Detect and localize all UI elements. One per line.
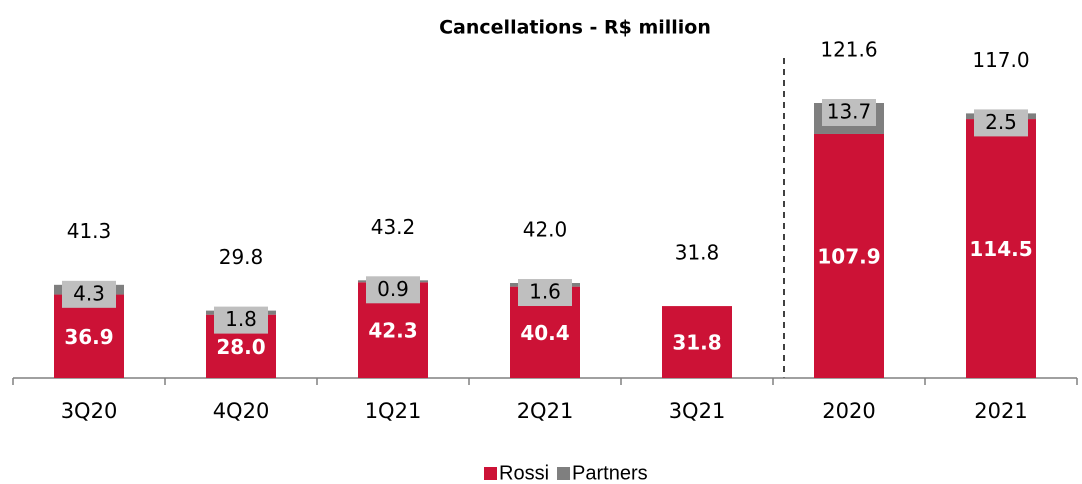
total-label: 29.8 — [219, 245, 264, 269]
value-label: 42.3 — [368, 319, 417, 343]
value-label: 1.6 — [529, 280, 561, 304]
label-box — [974, 109, 1028, 137]
x-tick-label: 4Q20 — [213, 399, 270, 423]
value-label: 31.8 — [672, 331, 721, 355]
legend-label: Partners — [572, 462, 648, 484]
bar-segment — [966, 119, 1036, 379]
value-label: 1.8 — [225, 307, 257, 331]
x-tick-label: 3Q21 — [669, 399, 726, 423]
value-label: 40.4 — [520, 321, 569, 345]
value-label: 36.9 — [64, 325, 113, 349]
value-label: 107.9 — [817, 244, 880, 268]
value-label: 13.7 — [827, 100, 872, 124]
value-label: 4.3 — [73, 281, 105, 305]
label-box — [214, 306, 268, 334]
total-label: 43.2 — [371, 215, 416, 239]
value-label: 2.5 — [985, 110, 1017, 134]
total-label: 121.6 — [820, 38, 877, 62]
value-label: 0.9 — [377, 277, 409, 301]
value-label: 28.0 — [216, 335, 265, 359]
label-box — [62, 280, 116, 308]
total-label: 117.0 — [972, 48, 1029, 72]
x-tick-label: 2020 — [822, 399, 875, 423]
total-label: 41.3 — [67, 219, 112, 243]
chart-title: Cancellations - R$ million — [439, 17, 711, 39]
total-label: 31.8 — [675, 241, 720, 265]
legend-swatch — [484, 467, 497, 480]
legend-label: Rossi — [499, 462, 549, 484]
x-tick-label: 2021 — [974, 399, 1027, 423]
value-label: 114.5 — [969, 237, 1032, 261]
x-tick-label: 2Q21 — [517, 399, 574, 423]
bar-segment — [662, 306, 732, 378]
bar-segment — [814, 133, 884, 378]
legend-swatch — [557, 467, 571, 480]
total-label: 42.0 — [523, 218, 568, 242]
bar-segment — [54, 294, 124, 378]
x-tick-label: 1Q21 — [365, 399, 422, 423]
label-box — [518, 279, 572, 307]
label-box — [822, 99, 876, 126]
label-box — [366, 276, 420, 304]
x-tick-label: 3Q20 — [61, 399, 118, 423]
